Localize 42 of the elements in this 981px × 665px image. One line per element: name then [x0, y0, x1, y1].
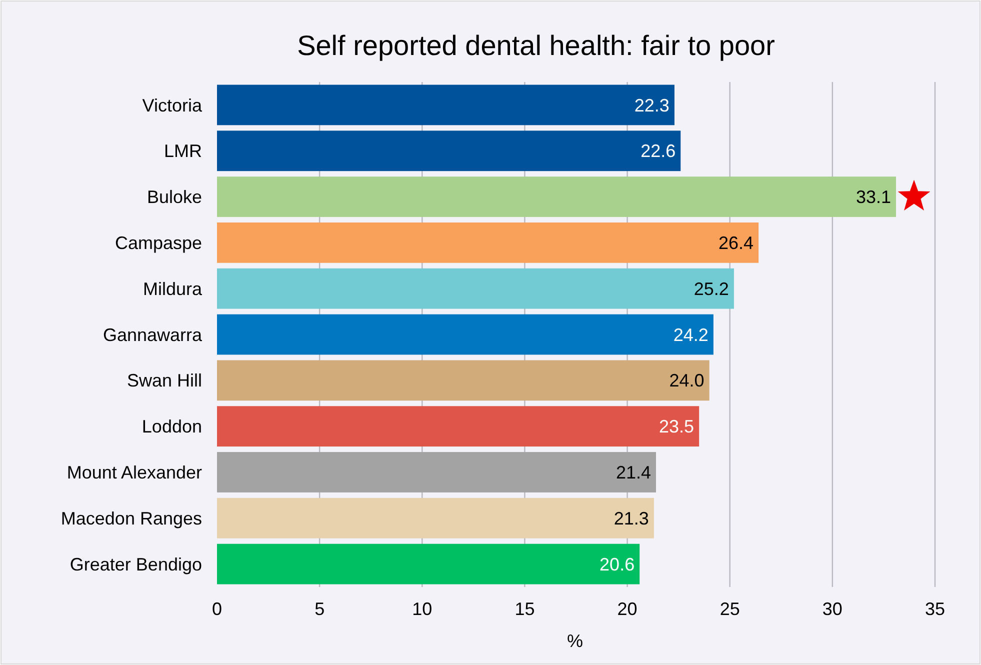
bar [217, 268, 734, 309]
bar [217, 130, 681, 172]
x-tick-label: 35 [924, 599, 946, 619]
y-tick-label: LMR [164, 141, 202, 162]
y-tick-label: Macedon Ranges [60, 508, 202, 528]
bar [217, 498, 654, 538]
y-tick-label: Loddon [142, 416, 202, 437]
x-tick-label: 5 [314, 599, 325, 619]
y-tick-label: Gannawarra [102, 324, 203, 345]
bar [217, 544, 640, 584]
y-tick-label: Mildura [142, 278, 203, 299]
bar [217, 314, 714, 355]
data-label: 26.4 [718, 232, 754, 253]
bar [217, 222, 759, 263]
chart-title: Self reported dental health: fair to poor [297, 30, 775, 61]
bar [217, 452, 656, 492]
data-label: 24.0 [669, 370, 704, 391]
data-label: 21.3 [614, 508, 649, 528]
y-tick-label: Victoria [142, 95, 203, 116]
y-tick-label: Greater Bendigo [70, 554, 202, 574]
data-label: 21.4 [616, 462, 652, 483]
y-tick-label: Swan Hill [126, 370, 202, 391]
data-label: 25.2 [694, 278, 729, 299]
data-label: 22.3 [634, 95, 670, 116]
x-tick-label: 15 [514, 599, 535, 619]
x-tick-label: 25 [720, 599, 740, 619]
data-label: 23.5 [659, 416, 694, 437]
x-tick-label: 10 [412, 599, 432, 619]
x-axis-title: % [566, 631, 584, 651]
x-tick-label: 0 [212, 599, 222, 619]
bar [217, 360, 710, 401]
x-tick-label: 30 [822, 599, 842, 619]
y-tick-label: Mount Alexander [66, 462, 202, 483]
data-label: 24.2 [673, 324, 708, 345]
data-label: 33.1 [856, 187, 892, 208]
x-tick-label: 20 [617, 599, 638, 619]
data-label: 20.6 [600, 554, 635, 574]
y-tick-label: Campaspe [114, 232, 202, 253]
y-tick-label: Buloke [146, 187, 202, 208]
bar [217, 406, 700, 447]
data-label: 22.6 [640, 141, 676, 162]
bar [217, 84, 674, 126]
